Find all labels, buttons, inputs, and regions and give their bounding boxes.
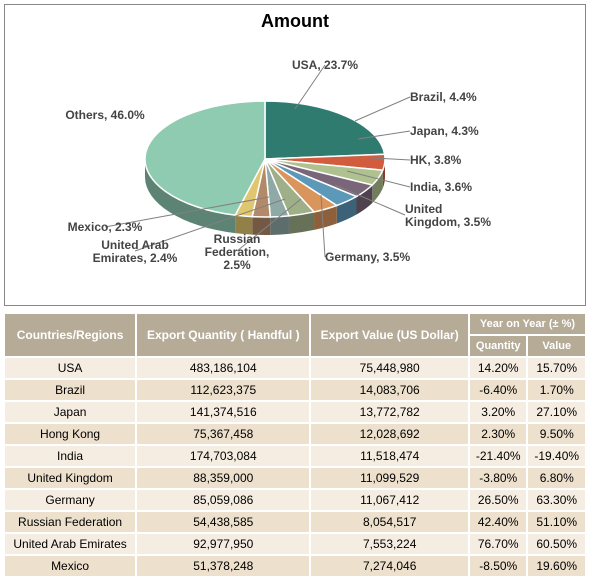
table-cell: 15.70%: [528, 358, 585, 378]
table-cell: 54,438,585: [137, 512, 309, 532]
pie-canvas: USA, 23.7% Brazil, 4.4% Japan, 4.3% HK, 3.8…: [5, 39, 585, 299]
table-cell: 6.80%: [528, 468, 585, 488]
table-cell: 9.50%: [528, 424, 585, 444]
table-row: Hong Kong75,367,45812,028,6922.30%9.50%: [5, 424, 585, 444]
table-cell: 51,378,248: [137, 556, 309, 576]
table-cell: 75,448,980: [311, 358, 468, 378]
pie-slice-label: United Arab: [101, 238, 169, 252]
table-cell: 13,772,782: [311, 402, 468, 422]
table-cell: 3.20%: [470, 402, 527, 422]
table-cell: 60.50%: [528, 534, 585, 554]
th-yoy-quantity: Quantity: [470, 336, 527, 356]
table-row: Germany85,059,08611,067,41226.50%63.30%: [5, 490, 585, 510]
pie-slice-label: India, 3.6%: [410, 180, 472, 194]
table-row: USA483,186,10475,448,98014.20%15.70%: [5, 358, 585, 378]
pie-slice-label: Japan, 4.3%: [410, 124, 479, 138]
pie-slice-label: Others, 46.0%: [65, 108, 145, 122]
pie-slice-label: Emirates, 2.4%: [93, 251, 178, 265]
pie-slice-label: USA, 23.7%: [292, 58, 358, 72]
table-cell: Hong Kong: [5, 424, 135, 444]
pie-svg: USA, 23.7% Brazil, 4.4% Japan, 4.3% HK, 3.8…: [5, 39, 585, 299]
pie-slice-label: Kingdom, 3.5%: [405, 215, 491, 229]
pie-slice-label: HK, 3.8%: [410, 153, 462, 167]
table-cell: 483,186,104: [137, 358, 309, 378]
amount-pie-chart: Amount USA, 23.7% Brazil, 4.4% Japan, 4.3%…: [4, 4, 586, 306]
pie-slice-label: Germany, 3.5%: [325, 250, 410, 264]
table-row: Japan141,374,51613,772,7823.20%27.10%: [5, 402, 585, 422]
pie-slice-label: United: [405, 202, 442, 216]
table-cell: -8.50%: [470, 556, 527, 576]
table-cell: 112,623,375: [137, 380, 309, 400]
pie-slice-label: Brazil, 4.4%: [410, 90, 477, 104]
table-cell: USA: [5, 358, 135, 378]
th-quantity: Export Quantity ( Handful ): [137, 314, 309, 356]
pie-slice-label: Federation,: [205, 245, 270, 259]
table-cell: India: [5, 446, 135, 466]
table-cell: United Arab Emirates: [5, 534, 135, 554]
table-cell: 92,977,950: [137, 534, 309, 554]
table-cell: 27.10%: [528, 402, 585, 422]
table-cell: 63.30%: [528, 490, 585, 510]
table-cell: 26.50%: [470, 490, 527, 510]
table-cell: 11,067,412: [311, 490, 468, 510]
table-cell: -3.80%: [470, 468, 527, 488]
table-cell: Germany: [5, 490, 135, 510]
table-row: United Arab Emirates92,977,9507,553,2247…: [5, 534, 585, 554]
table-cell: 14.20%: [470, 358, 527, 378]
table-cell: 174,703,084: [137, 446, 309, 466]
th-country: Countries/Regions: [5, 314, 135, 356]
table-cell: 76.70%: [470, 534, 527, 554]
table-cell: 85,059,086: [137, 490, 309, 510]
table-row: India174,703,08411,518,474-21.40%-19.40%: [5, 446, 585, 466]
table-cell: Japan: [5, 402, 135, 422]
pie-slice-label: 2.5%: [223, 258, 251, 272]
pie-slice-label: Mexico, 2.3%: [68, 220, 143, 234]
table-cell: Russian Federation: [5, 512, 135, 532]
table-cell: 42.40%: [470, 512, 527, 532]
th-value: Export Value (US Dollar): [311, 314, 468, 356]
table-row: Russian Federation54,438,5858,054,51742.…: [5, 512, 585, 532]
table-row: Mexico51,378,2487,274,046-8.50%19.60%: [5, 556, 585, 576]
table-cell: 8,054,517: [311, 512, 468, 532]
table-cell: 14,083,706: [311, 380, 468, 400]
table-cell: -21.40%: [470, 446, 527, 466]
table-cell: -19.40%: [528, 446, 585, 466]
table-cell: 88,359,000: [137, 468, 309, 488]
table-row: United Kingdom88,359,00011,099,529-3.80%…: [5, 468, 585, 488]
table-cell: United Kingdom: [5, 468, 135, 488]
table-cell: 11,518,474: [311, 446, 468, 466]
table-cell: 7,553,224: [311, 534, 468, 554]
table-cell: 11,099,529: [311, 468, 468, 488]
pie-slice-label: Russian: [214, 232, 261, 246]
table-cell: 19.60%: [528, 556, 585, 576]
pie-leader: [355, 97, 410, 121]
pie-side: [270, 216, 289, 235]
table-cell: 7,274,046: [311, 556, 468, 576]
table-row: Brazil112,623,37514,083,706-6.40%1.70%: [5, 380, 585, 400]
table-cell: 51.10%: [528, 512, 585, 532]
export-table: Countries/Regions Export Quantity ( Hand…: [3, 312, 587, 578]
chart-title: Amount: [5, 5, 585, 32]
pie-slice: [265, 101, 385, 159]
table-cell: 12,028,692: [311, 424, 468, 444]
table-cell: Brazil: [5, 380, 135, 400]
table-body: USA483,186,10475,448,98014.20%15.70%Braz…: [5, 358, 585, 576]
table-cell: -6.40%: [470, 380, 527, 400]
table-cell: 75,367,458: [137, 424, 309, 444]
th-yoy: Year on Year (± %): [470, 314, 585, 334]
table-cell: Mexico: [5, 556, 135, 576]
table-cell: 141,374,516: [137, 402, 309, 422]
th-yoy-value: Value: [528, 336, 585, 356]
table-cell: 2.30%: [470, 424, 527, 444]
table-cell: 1.70%: [528, 380, 585, 400]
